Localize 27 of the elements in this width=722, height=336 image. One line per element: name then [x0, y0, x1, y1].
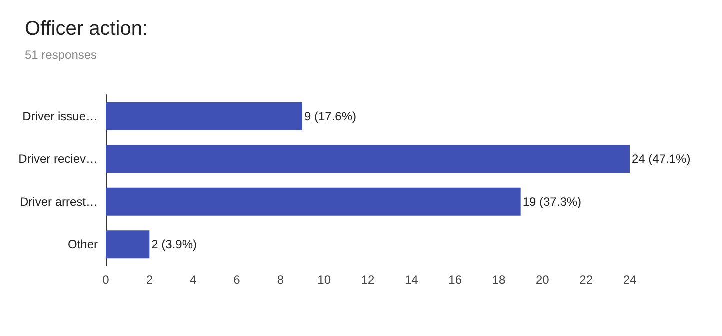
y-tick-label: Driver reciev…: [18, 152, 98, 166]
y-tick-label: Driver arrest…: [20, 194, 98, 209]
bar: [106, 188, 521, 216]
y-tick-label: Other: [68, 238, 98, 252]
chart-subtitle: 51 responses: [25, 48, 98, 62]
x-tick-label: 6: [234, 273, 241, 287]
x-tick-label: 2: [146, 273, 154, 287]
x-tick-label: 10: [318, 273, 332, 287]
x-tick-label: 4: [190, 273, 197, 287]
data-label: 19 (37.3%): [522, 194, 582, 209]
x-tick-label: 20: [536, 273, 550, 287]
x-tick-label: 22: [580, 273, 594, 287]
chart-title: Officer action:: [25, 18, 148, 40]
x-tick-label: 18: [492, 273, 506, 287]
data-label: 2 (3.9%): [152, 238, 198, 252]
x-tick-label: 12: [361, 273, 375, 287]
bar: [106, 102, 302, 130]
y-tick-label: Driver issue…: [22, 109, 98, 124]
x-tick-label: 8: [277, 273, 284, 287]
bar: [106, 145, 630, 174]
x-tick-label: 14: [404, 273, 419, 287]
x-tick-label: 0: [102, 273, 110, 287]
bar: [106, 230, 150, 259]
data-label: 9 (17.6%): [304, 109, 357, 124]
x-tick-label: 16: [448, 273, 462, 287]
x-tick-label: 24: [623, 273, 637, 287]
data-label: 24 (47.1%): [632, 152, 691, 166]
